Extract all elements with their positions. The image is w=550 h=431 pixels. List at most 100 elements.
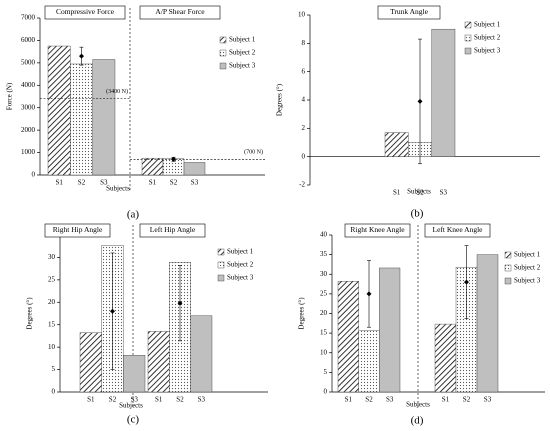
y-tick-label: 0 (324, 388, 328, 396)
legend-label: Subject 3 (514, 277, 541, 285)
legend-label: Subject 1 (474, 21, 501, 29)
bar (434, 323, 457, 393)
legend-label: Subject 1 (227, 248, 254, 256)
panel-label: (c) (127, 414, 140, 426)
panel-label: (d) (411, 415, 424, 427)
x-tick-label: S1 (442, 396, 450, 404)
y-tick-label: 15 (48, 320, 56, 328)
legend-label: Subject 2 (227, 261, 254, 269)
y-tick-label: 1000 (21, 148, 36, 156)
bar (337, 281, 359, 393)
bar (123, 355, 146, 393)
legend-label: Subject 3 (229, 62, 256, 70)
y-tick-label: 0 (32, 171, 36, 179)
x-axis-label: Subjects (119, 402, 143, 410)
y-tick-label: 20 (48, 298, 56, 306)
bar (379, 267, 401, 393)
y-tick-label: 10 (298, 11, 306, 19)
y-tick-label: 5000 (21, 58, 36, 66)
legend-label: Subject 3 (474, 47, 501, 55)
x-axis-label: Subjects (406, 401, 430, 409)
x-tick-label: S2 (176, 396, 184, 404)
x-tick-label: S3 (100, 179, 108, 187)
x-tick-label: S2 (365, 396, 373, 404)
bar (47, 45, 71, 176)
x-tick-label: S3 (191, 179, 199, 187)
legend-label: Subject 2 (229, 49, 256, 57)
group-title-box (344, 223, 411, 238)
group-title-box (44, 223, 111, 238)
x-tick-label: S1 (55, 179, 63, 187)
y-tick-label: 2000 (21, 126, 36, 134)
group-title-box (424, 223, 491, 238)
legend-swatch (217, 261, 225, 269)
x-tick-label: S3 (386, 396, 394, 404)
legend-swatch (219, 49, 227, 57)
x-tick-label: S3 (440, 189, 448, 197)
group-title: Right Hip Angle (53, 225, 103, 234)
y-tick-label: 6 (302, 67, 306, 75)
y-tick-label: 25 (48, 275, 56, 283)
y-tick-label: 10 (320, 348, 328, 356)
legend-swatch (219, 36, 227, 44)
x-tick-label: S1 (149, 179, 157, 187)
y-tick-label: 3000 (21, 103, 36, 111)
y-tick-label: 2 (302, 124, 306, 132)
bar (183, 162, 206, 176)
x-axis-label: Subjects (106, 185, 130, 193)
mean-marker (79, 53, 84, 59)
y-tick-label: -2 (299, 181, 305, 189)
mean-marker (177, 300, 183, 306)
bar (147, 331, 170, 393)
group-title-box (139, 223, 206, 238)
x-tick-label: S1 (155, 396, 163, 404)
x-tick-label: S2 (78, 179, 86, 187)
x-tick-label: S2 (463, 396, 471, 404)
y-tick-label: 40 (320, 231, 328, 239)
legend-swatch (464, 21, 472, 29)
x-tick-label: S2 (416, 189, 424, 197)
group-title: Left Hip Angle (150, 225, 196, 234)
y-tick-label: 5 (324, 368, 328, 376)
bar (190, 315, 213, 393)
y-tick-label: 7000 (21, 14, 36, 22)
y-tick-label: 5 (52, 365, 56, 373)
mean-marker (110, 308, 115, 314)
group-title: A/P Shear Force (155, 7, 205, 16)
legend-label: Subject 1 (514, 251, 541, 259)
y-tick-label: 30 (48, 253, 56, 261)
y-tick-label: 30 (320, 270, 328, 278)
y-tick-label: 0 (52, 388, 56, 396)
legend-swatch (504, 264, 512, 272)
panel-label: (b) (411, 208, 424, 220)
legend-swatch (217, 248, 225, 256)
y-tick-label: 15 (320, 329, 328, 337)
legend-swatch (217, 274, 225, 282)
x-tick-label: S1 (393, 189, 401, 197)
legend-label: Subject 2 (474, 34, 501, 42)
group-title-box (44, 5, 126, 20)
threshold-label: (3400 N) (106, 88, 128, 95)
legend-label: Subject 3 (227, 274, 254, 282)
y-axis-label: Degrees (°) (276, 83, 284, 116)
y-tick-label: 20 (320, 309, 328, 317)
legend-label: Subject 1 (229, 36, 256, 44)
mean-marker (417, 98, 423, 104)
y-axis-label: Degrees (°) (26, 297, 34, 330)
bar (358, 330, 380, 393)
bar (384, 132, 409, 157)
legend-swatch (219, 62, 227, 70)
group-title: Compressive Force (56, 7, 115, 16)
bar (79, 332, 102, 393)
y-tick-label: 4 (302, 96, 306, 104)
legend-swatch (504, 251, 512, 259)
y-tick-label: 4000 (21, 81, 36, 89)
y-tick-label: 6000 (21, 36, 36, 44)
x-tick-label: S2 (109, 396, 117, 404)
legend-swatch (504, 277, 512, 285)
x-tick-label: S3 (484, 396, 492, 404)
group-title-box (139, 5, 221, 20)
x-tick-label: S3 (130, 396, 138, 404)
legend-swatch (464, 34, 472, 42)
